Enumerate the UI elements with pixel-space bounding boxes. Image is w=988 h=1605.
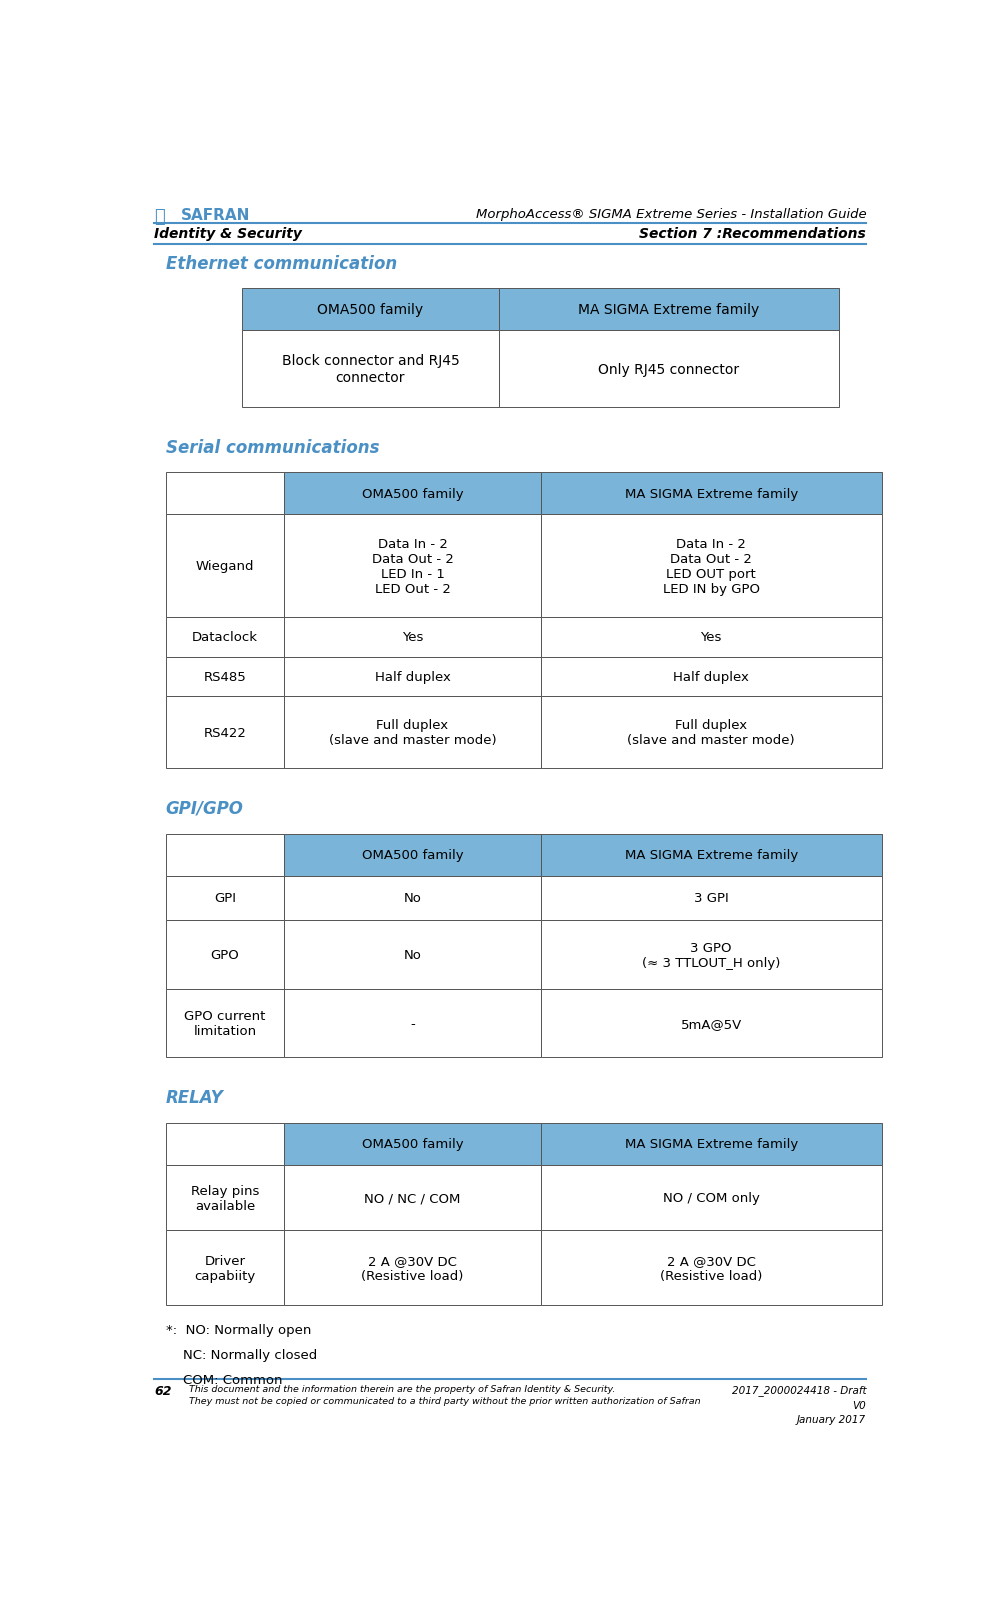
- Bar: [540, 835, 881, 876]
- Text: Relay pins
available: Relay pins available: [191, 1184, 259, 1212]
- Text: OMA500 family: OMA500 family: [362, 488, 463, 501]
- Text: GPI/GPO: GPI/GPO: [166, 799, 243, 817]
- Text: MA SIGMA Extreme family: MA SIGMA Extreme family: [624, 1138, 797, 1151]
- Text: RS422: RS422: [204, 725, 246, 740]
- Text: NO / NC / COM: NO / NC / COM: [365, 1191, 460, 1204]
- Text: SAFRAN: SAFRAN: [181, 207, 250, 223]
- Text: Yes: Yes: [402, 631, 423, 644]
- Bar: [499, 331, 840, 408]
- Text: This document and the information therein are the property of Safran Identity & : This document and the information therei…: [189, 1384, 700, 1406]
- Bar: [242, 331, 499, 408]
- Text: No: No: [404, 949, 422, 961]
- Bar: [285, 618, 540, 658]
- Bar: [540, 658, 881, 697]
- Text: RS485: RS485: [204, 671, 246, 684]
- Bar: [166, 658, 285, 697]
- Text: No: No: [404, 892, 422, 905]
- Text: Half duplex: Half duplex: [673, 671, 749, 684]
- Text: MA SIGMA Extreme family: MA SIGMA Extreme family: [578, 303, 760, 318]
- Bar: [499, 289, 840, 331]
- Text: OMA500 family: OMA500 family: [362, 1138, 463, 1151]
- Text: MA SIGMA Extreme family: MA SIGMA Extreme family: [624, 849, 797, 862]
- Text: 5mA@5V: 5mA@5V: [681, 1018, 742, 1030]
- Bar: [540, 876, 881, 921]
- Bar: [285, 473, 540, 515]
- Bar: [540, 1231, 881, 1305]
- Text: RELAY: RELAY: [166, 1088, 223, 1106]
- Text: Ethernet communication: Ethernet communication: [166, 255, 397, 273]
- Bar: [285, 658, 540, 697]
- Bar: [242, 289, 499, 331]
- Bar: [540, 473, 881, 515]
- Bar: [166, 1231, 285, 1305]
- Text: 2 A @30V DC
(Resistive load): 2 A @30V DC (Resistive load): [362, 1254, 463, 1282]
- Bar: [285, 921, 540, 990]
- Text: Block connector and RJ45
connector: Block connector and RJ45 connector: [282, 355, 459, 385]
- Bar: [540, 1165, 881, 1231]
- Text: Full duplex
(slave and master mode): Full duplex (slave and master mode): [627, 719, 795, 746]
- Bar: [285, 515, 540, 618]
- Text: Data In - 2
Data Out - 2
LED OUT port
LED IN by GPO: Data In - 2 Data Out - 2 LED OUT port LE…: [663, 538, 760, 595]
- Bar: [166, 921, 285, 990]
- Bar: [285, 1124, 540, 1165]
- Bar: [166, 515, 285, 618]
- Bar: [285, 990, 540, 1058]
- Text: Only RJ45 connector: Only RJ45 connector: [599, 363, 740, 376]
- Text: MorphoAccess® SIGMA Extreme Series - Installation Guide: MorphoAccess® SIGMA Extreme Series - Ins…: [475, 207, 866, 220]
- Bar: [166, 473, 285, 515]
- Text: 62: 62: [154, 1384, 172, 1396]
- Text: COM: Common: COM: Common: [166, 1372, 283, 1385]
- Bar: [285, 876, 540, 921]
- Bar: [540, 1124, 881, 1165]
- Text: Dataclock: Dataclock: [192, 631, 258, 644]
- Text: Data In - 2
Data Out - 2
LED In - 1
LED Out - 2: Data In - 2 Data Out - 2 LED In - 1 LED …: [371, 538, 453, 595]
- Bar: [540, 697, 881, 769]
- Text: OMA500 family: OMA500 family: [362, 849, 463, 862]
- Text: Half duplex: Half duplex: [374, 671, 451, 684]
- Text: NC: Normally closed: NC: Normally closed: [166, 1348, 317, 1361]
- Text: Yes: Yes: [700, 631, 722, 644]
- Text: Identity & Security: Identity & Security: [154, 228, 302, 241]
- Text: NO / COM only: NO / COM only: [663, 1191, 760, 1204]
- Text: GPO: GPO: [210, 949, 239, 961]
- Bar: [166, 1165, 285, 1231]
- Bar: [166, 835, 285, 876]
- Bar: [540, 618, 881, 658]
- Bar: [166, 876, 285, 921]
- Text: Wiegand: Wiegand: [196, 560, 254, 573]
- Text: OMA500 family: OMA500 family: [317, 303, 424, 318]
- Text: MA SIGMA Extreme family: MA SIGMA Extreme family: [624, 488, 797, 501]
- Text: Serial communications: Serial communications: [166, 438, 379, 456]
- Bar: [166, 697, 285, 769]
- Bar: [166, 990, 285, 1058]
- Bar: [540, 921, 881, 990]
- Text: *:  NO: Normally open: *: NO: Normally open: [166, 1324, 311, 1337]
- Text: Full duplex
(slave and master mode): Full duplex (slave and master mode): [329, 719, 496, 746]
- Text: Section 7 :Recommendations: Section 7 :Recommendations: [639, 228, 866, 241]
- Text: 2 A @30V DC
(Resistive load): 2 A @30V DC (Resistive load): [660, 1254, 763, 1282]
- Bar: [540, 990, 881, 1058]
- Bar: [166, 618, 285, 658]
- Text: GPI: GPI: [214, 892, 236, 905]
- Bar: [285, 835, 540, 876]
- Bar: [285, 1165, 540, 1231]
- Bar: [540, 515, 881, 618]
- Text: GPO current
limitation: GPO current limitation: [185, 1010, 266, 1038]
- Text: 3 GPI: 3 GPI: [694, 892, 728, 905]
- Text: Driver
capabiity: Driver capabiity: [195, 1254, 256, 1282]
- Bar: [166, 1124, 285, 1165]
- Bar: [285, 697, 540, 769]
- Text: -: -: [410, 1018, 415, 1030]
- Text: 2017_2000024418 - Draft
V0
January 2017: 2017_2000024418 - Draft V0 January 2017: [731, 1384, 866, 1425]
- Text: 3 GPO
(≈ 3 TTLOUT_H only): 3 GPO (≈ 3 TTLOUT_H only): [642, 941, 781, 969]
- Bar: [285, 1231, 540, 1305]
- Text: Ⓢ: Ⓢ: [154, 207, 165, 225]
